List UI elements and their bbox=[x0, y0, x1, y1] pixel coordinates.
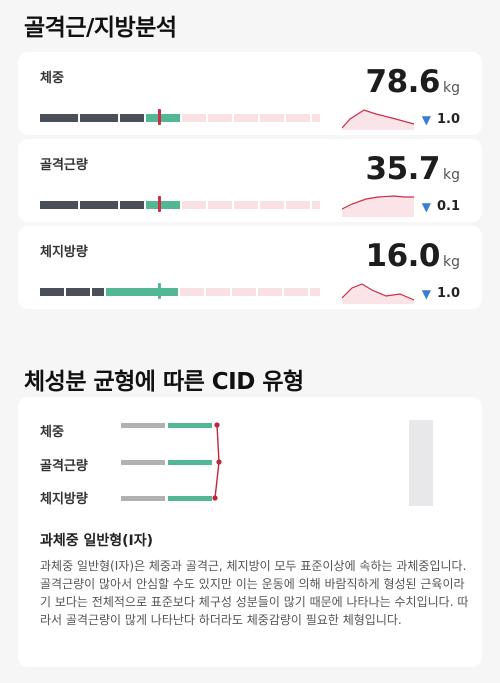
cid-row-label-weight: 체중 bbox=[40, 425, 64, 440]
metric-label: 골격근량 bbox=[40, 158, 88, 173]
delta-indicator: ▼ 1.0 bbox=[422, 286, 460, 301]
metric-number: 35.7 bbox=[365, 151, 441, 187]
metric-unit: kg bbox=[443, 80, 460, 96]
metric-value: 78.6 kg bbox=[366, 64, 461, 100]
range-bar bbox=[40, 109, 320, 125]
metric-card-skeletal-muscle[interactable]: 골격근량 35.7 kg ▼ 0.1 bbox=[18, 139, 482, 222]
metric-label: 체지방량 bbox=[40, 245, 88, 260]
cid-row-label-muscle: 골격근량 bbox=[40, 459, 88, 474]
cid-type-title: 과체중 일반형(I자) bbox=[40, 533, 154, 549]
triangle-down-icon: ▼ bbox=[421, 112, 431, 127]
metric-value: 16.0 kg bbox=[366, 238, 461, 274]
metric-card-weight[interactable]: 체중 78.6 kg ▼ 1.0 bbox=[18, 52, 482, 135]
metric-card-body-fat[interactable]: 체지방량 16.0 kg ▼ 1.0 bbox=[18, 226, 482, 309]
trend-sparkline bbox=[342, 283, 414, 304]
delta-indicator: ▼ 0.1 bbox=[422, 199, 460, 214]
range-marker bbox=[158, 109, 161, 125]
metric-number: 16.0 bbox=[365, 238, 441, 274]
delta-value: 1.0 bbox=[436, 112, 460, 127]
section-title-cid: 체성분 균형에 따른 CID 유형 bbox=[24, 369, 304, 395]
cid-row-label-fat: 체지방량 bbox=[40, 492, 88, 507]
range-bar bbox=[40, 196, 320, 212]
cid-card: 체중 골격근량 체지방량 과체중 일반형(I자) 과체중 일반형(I자)은 체중… bbox=[18, 397, 482, 667]
metric-label: 체중 bbox=[40, 71, 64, 86]
delta-value: 1.0 bbox=[436, 286, 460, 301]
delta-indicator: ▼ 1.0 bbox=[422, 112, 460, 127]
triangle-down-icon: ▼ bbox=[421, 286, 431, 301]
range-marker bbox=[158, 196, 161, 212]
cid-type-indicator bbox=[409, 420, 433, 506]
range-marker bbox=[158, 283, 161, 299]
delta-value: 0.1 bbox=[436, 199, 460, 214]
metric-unit: kg bbox=[443, 254, 460, 270]
metric-value: 35.7 kg bbox=[366, 151, 461, 187]
metric-unit: kg bbox=[443, 167, 460, 183]
range-bar bbox=[40, 283, 320, 299]
metric-number: 78.6 bbox=[365, 64, 441, 100]
triangle-down-icon: ▼ bbox=[421, 199, 431, 214]
cid-description: 과체중 일반형(I자)은 체중과 골격근, 체지방이 모두 표준이상에 속하는 … bbox=[40, 559, 469, 627]
cid-shape-line bbox=[212, 422, 222, 501]
section-title-muscle-fat: 골격근/지방분석 bbox=[24, 15, 177, 41]
trend-sparkline bbox=[342, 195, 414, 217]
trend-sparkline bbox=[342, 109, 414, 130]
